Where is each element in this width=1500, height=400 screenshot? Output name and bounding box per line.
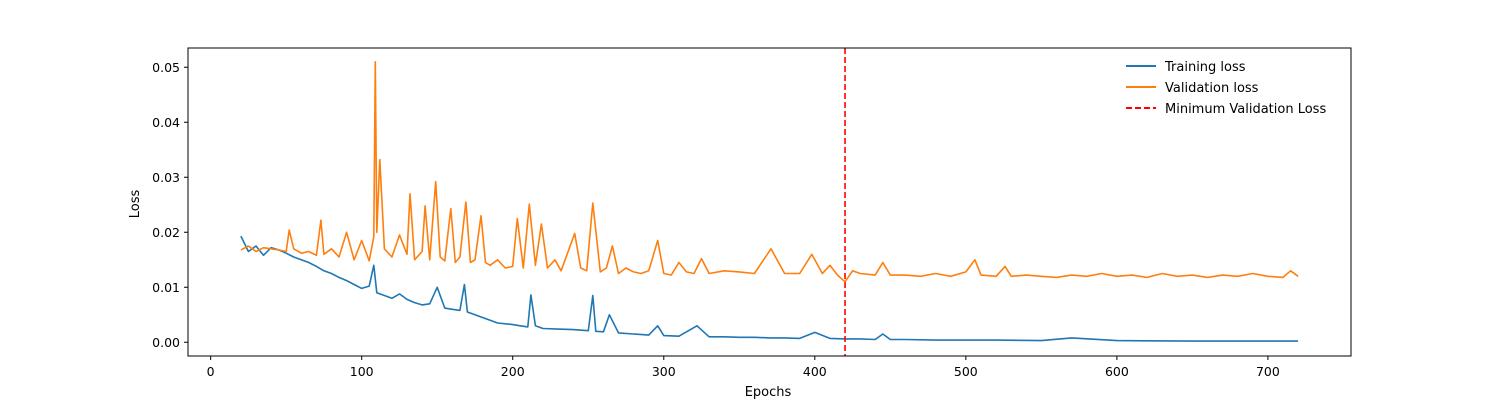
x-tick-label: 300	[652, 364, 676, 379]
y-tick-label: 0.01	[152, 280, 180, 295]
x-ticks: 0 100 200 300 400 500 600 700	[207, 356, 1280, 379]
y-ticks: 0.00 0.01 0.02 0.03 0.04 0.05	[152, 60, 188, 350]
y-tick-label: 0.02	[152, 225, 180, 240]
x-tick-label: 500	[954, 364, 978, 379]
legend-label-validation: Validation loss	[1165, 81, 1259, 96]
x-tick-label: 600	[1105, 364, 1129, 379]
legend-label-training: Training loss	[1164, 60, 1246, 75]
x-tick-label: 700	[1256, 364, 1280, 379]
x-tick-label: 400	[803, 364, 827, 379]
y-tick-label: 0.00	[152, 335, 180, 350]
y-tick-label: 0.03	[152, 170, 180, 185]
lines-layer	[240, 48, 1299, 356]
legend-label-min-val: Minimum Validation Loss	[1165, 102, 1326, 117]
y-axis-title: Loss	[128, 190, 143, 219]
y-tick-label: 0.05	[152, 60, 180, 75]
plot-frame	[187, 47, 1352, 357]
validation-loss-line	[240, 60, 1299, 283]
y-tick-label: 0.04	[152, 115, 180, 130]
x-tick-label: 200	[501, 364, 525, 379]
x-axis-title: Epochs	[745, 385, 792, 400]
x-tick-label: 100	[350, 364, 374, 379]
x-tick-label: 0	[207, 364, 215, 379]
legend: Training loss Validation loss Minimum Va…	[1126, 60, 1326, 117]
training-loss-line	[240, 235, 1299, 342]
